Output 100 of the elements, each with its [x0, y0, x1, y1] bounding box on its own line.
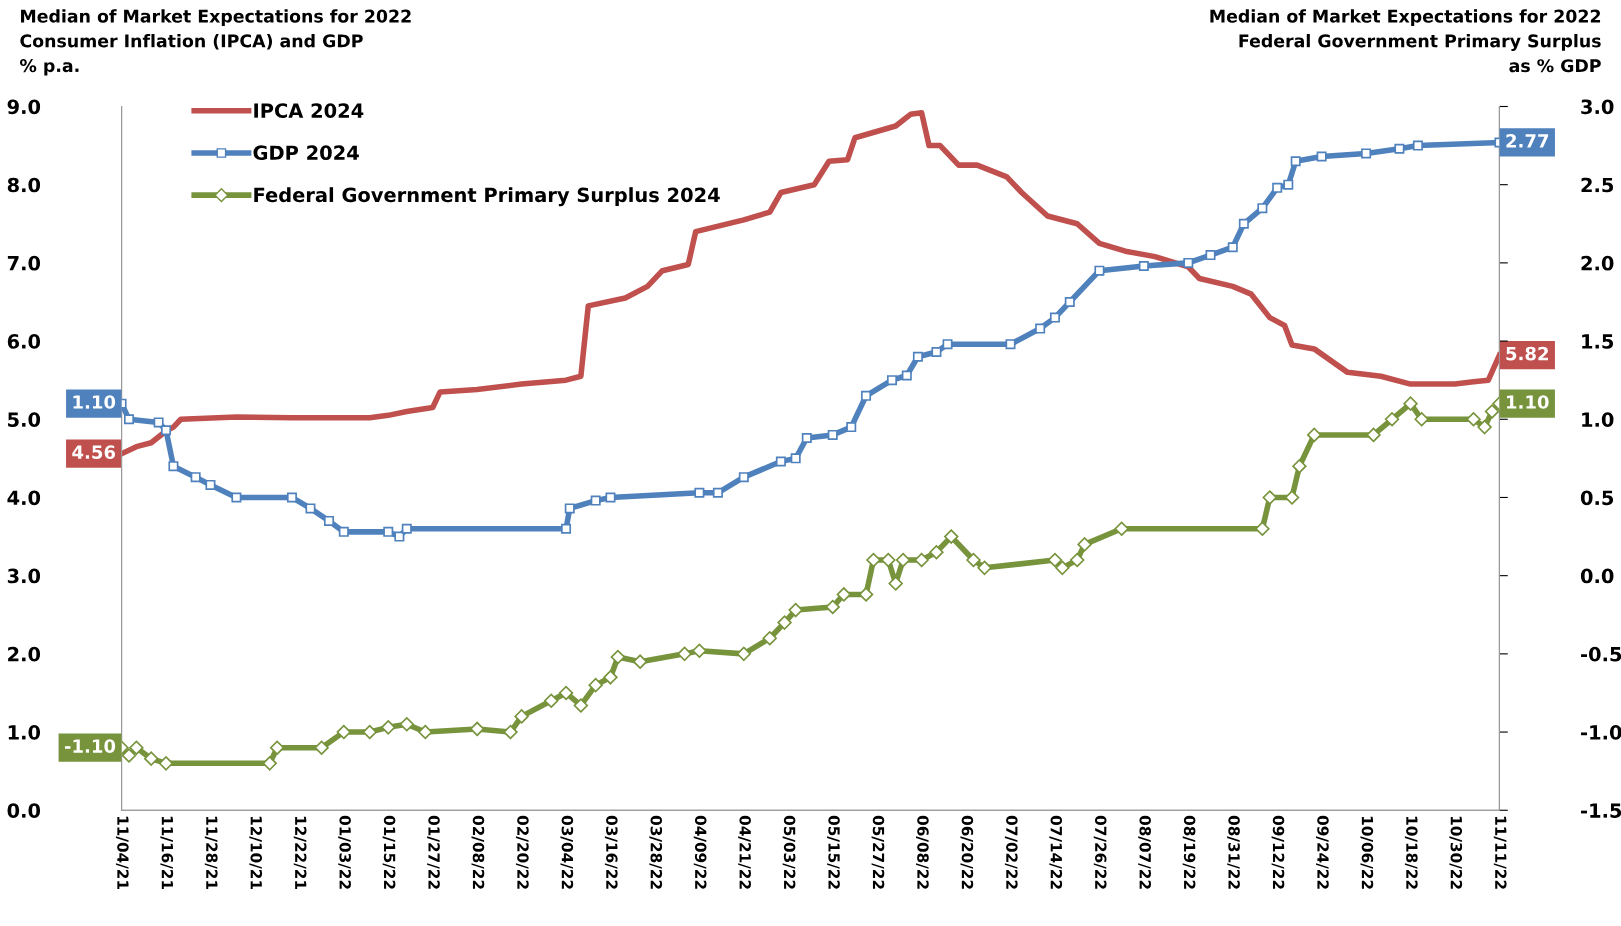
point [1414, 412, 1429, 427]
y2-tick-label: -0.5 [1581, 646, 1621, 662]
point [1466, 412, 1481, 427]
point [846, 422, 857, 433]
point [323, 515, 334, 526]
point [632, 654, 648, 669]
point [1064, 296, 1075, 307]
point [610, 649, 626, 665]
data-label: -1.10 [64, 739, 116, 753]
point [790, 453, 801, 464]
point [1205, 250, 1216, 261]
x-tick-label: 10/18/22 [1404, 816, 1418, 889]
point [383, 526, 394, 537]
point [573, 698, 589, 713]
point [827, 429, 838, 440]
x-tick-label: 01/03/22 [338, 815, 351, 889]
y2-tick-label: -1.0 [1581, 725, 1621, 740]
point [1361, 148, 1372, 159]
x-tick-label: 12/10/21 [249, 816, 263, 889]
point [1292, 458, 1307, 474]
point [801, 433, 812, 444]
point [588, 677, 603, 693]
point [677, 646, 692, 662]
point [205, 479, 216, 490]
legend-label: Federal Government Primary Surplus 2024 [254, 187, 720, 207]
point [381, 720, 396, 735]
point [564, 503, 575, 514]
point [503, 724, 518, 740]
y2-tick-label: 2.5 [1581, 177, 1614, 193]
x-tick-label: 04/21/22 [738, 815, 751, 889]
x-tick-label: 11/16/21 [160, 816, 174, 889]
point [942, 339, 953, 350]
point [231, 492, 242, 503]
x-tick-label: 03/16/22 [604, 815, 618, 889]
point [694, 487, 705, 498]
point [1077, 537, 1092, 552]
y2-tick-label: 2.0 [1581, 255, 1614, 271]
y-tick-label: 5.0 [8, 412, 41, 427]
x-tick-label: 09/12/22 [1271, 815, 1285, 889]
x-tick-label: 09/24/22 [1316, 815, 1329, 889]
y-tick-label: 3.0 [7, 568, 41, 584]
point [558, 685, 574, 701]
y2-tick-label: 3.0 [1581, 99, 1614, 115]
y2-tick-label: 0.5 [1580, 490, 1614, 506]
point [777, 615, 792, 630]
y2-tick-label: 0.0 [1580, 568, 1614, 584]
y-tick-label: 1.0 [8, 725, 41, 740]
point [121, 748, 137, 763]
point [129, 740, 144, 755]
point [1238, 218, 1249, 229]
point [561, 523, 572, 534]
x-tick-label: 08/07/22 [1138, 815, 1151, 889]
y2-tick-label: 1.0 [1582, 412, 1614, 427]
x-tick-label: 05/15/22 [827, 815, 840, 889]
y2-tick-label: -1.5 [1581, 803, 1621, 818]
point [590, 495, 601, 506]
point [977, 560, 992, 576]
point [1035, 323, 1046, 334]
point [738, 472, 749, 483]
point [394, 531, 405, 542]
point [929, 544, 944, 560]
point [123, 414, 134, 425]
x-tick-label: 11/04/21 [115, 816, 129, 889]
point [1183, 257, 1194, 268]
point [788, 602, 803, 618]
point [1055, 560, 1070, 576]
point [1366, 427, 1381, 443]
point [286, 492, 297, 503]
point [912, 351, 923, 362]
point [603, 670, 618, 685]
point [1047, 552, 1063, 568]
data-label: 1.10 [1507, 395, 1549, 409]
y-tick-label: 7.0 [7, 255, 41, 271]
point [469, 721, 485, 737]
y-tick-label: 6.0 [7, 334, 41, 349]
y2-tick-label: 1.5 [1582, 334, 1614, 349]
point [269, 740, 285, 755]
point [866, 552, 881, 568]
point [1094, 265, 1105, 276]
x-tick-label: 10/30/22 [1449, 816, 1463, 889]
point [861, 390, 872, 401]
data-label: 4.56 [72, 445, 116, 459]
x-tick-label: 11/11/22 [1493, 816, 1507, 889]
point [143, 751, 159, 766]
point [544, 693, 559, 708]
x-tick-label: 10/06/22 [1360, 816, 1374, 889]
point [1384, 412, 1400, 427]
x-tick-label: 06/20/22 [960, 815, 974, 889]
point [1307, 427, 1322, 443]
x-tick-label: 05/03/22 [782, 815, 796, 889]
point [1227, 242, 1238, 253]
point [901, 370, 912, 381]
point [914, 552, 929, 568]
y-tick-label: 4.0 [7, 490, 41, 506]
point [931, 347, 942, 358]
point [944, 529, 959, 544]
y-tick-label: 8.0 [7, 177, 41, 193]
point [362, 724, 377, 740]
point [888, 576, 903, 591]
x-tick-label: 07/14/22 [1049, 815, 1063, 889]
